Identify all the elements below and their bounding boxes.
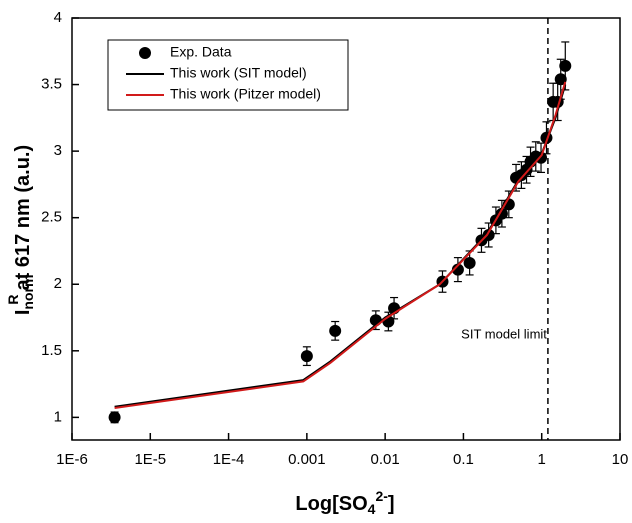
data-point xyxy=(300,350,313,363)
legend-label: Exp. Data xyxy=(170,44,232,60)
model-line xyxy=(114,84,567,408)
x-title-main: Log[SO xyxy=(295,493,367,515)
x-tick-label: 0.1 xyxy=(453,451,474,468)
y-title-end: at 617 nm (a.u.) xyxy=(12,145,34,291)
y-tick-label: 2 xyxy=(54,275,62,292)
model-line xyxy=(114,81,567,410)
x-tick-label: 10 xyxy=(612,451,629,468)
data-point xyxy=(559,59,572,72)
data-point xyxy=(495,207,508,220)
x-tick-label: 1E-4 xyxy=(213,451,245,468)
legend-label: This work (Pitzer model) xyxy=(170,86,321,102)
x-tick-label: 0.01 xyxy=(371,451,400,468)
x-tick-label: 1 xyxy=(538,451,546,468)
y-tick-label: 2.5 xyxy=(41,209,62,226)
x-title-sup: 2- xyxy=(375,488,388,504)
data-point xyxy=(554,73,567,86)
x-tick-label: 1E-6 xyxy=(56,451,88,468)
annotation: SIT model limit xyxy=(461,326,547,341)
data-point xyxy=(482,228,495,241)
y-tick-label: 4 xyxy=(54,9,62,26)
data-point xyxy=(108,411,121,424)
legend-marker xyxy=(139,47,151,59)
x-title-end: ] xyxy=(388,493,395,515)
y-title-sup: R xyxy=(5,294,21,304)
y-title-main: I xyxy=(12,310,34,316)
x-tick-label: 0.001 xyxy=(288,451,326,468)
data-point xyxy=(463,256,476,269)
y-tick-label: 3 xyxy=(54,142,62,159)
plot-frame xyxy=(71,17,621,441)
data-point xyxy=(329,324,342,337)
y-tick-label: 1.5 xyxy=(41,342,62,359)
y-axis-title: InormRat 617 nm (a.u.) xyxy=(5,145,36,315)
y-tick-label: 3.5 xyxy=(41,76,62,93)
y-title-sub: norm xyxy=(20,275,36,310)
x-axis-title: Log[SO42-] xyxy=(295,488,394,517)
y-tick-label: 1 xyxy=(54,408,62,425)
x-title-sub: 4 xyxy=(368,501,376,517)
data-point xyxy=(451,263,464,276)
legend-label: This work (SIT model) xyxy=(170,65,307,81)
x-tick-label: 1E-5 xyxy=(134,451,166,468)
